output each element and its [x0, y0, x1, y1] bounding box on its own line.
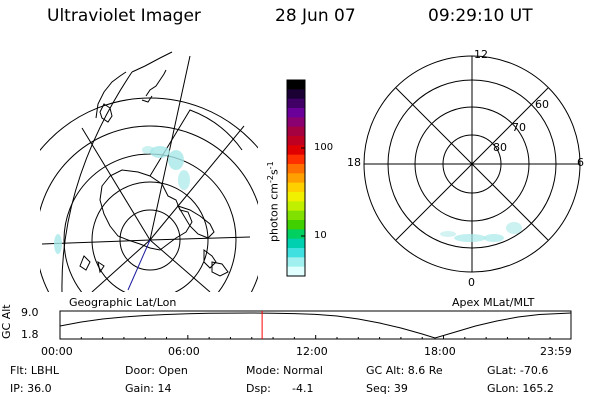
lat-circle: [63, 153, 237, 292]
colorbar-frame: [286, 79, 306, 277]
colorbar-tick-100: 100: [314, 142, 334, 153]
mlt-label-12: 12: [474, 48, 488, 61]
aurora-emission: [54, 146, 190, 254]
coastline: [211, 261, 229, 277]
colorbar-swatch: [287, 154, 305, 165]
lat-circle: [40, 125, 258, 292]
ip-info: IP: 36.0: [10, 382, 52, 395]
coastline: [95, 71, 127, 119]
mlt-label-0: 0: [468, 276, 475, 289]
colorbar-swatch: [287, 210, 305, 221]
colorbar-tick-10: 10: [314, 230, 327, 241]
glat-info: GLat: -70.6: [487, 364, 549, 377]
xtick-2359: 23:59: [540, 345, 572, 358]
coastline: [99, 103, 113, 123]
colorbar-swatch: [287, 108, 305, 118]
colorbar-swatch: [287, 201, 305, 212]
mlat-label-80: 80: [493, 141, 507, 154]
apex-mlt-map: [363, 55, 581, 273]
colorbar-swatch: [287, 182, 305, 193]
gc-alt-axis-label: GC Alt: [0, 304, 13, 339]
colorbar-swatch: [287, 164, 305, 174]
coastline: [145, 69, 167, 97]
xtick-0600: 06:00: [168, 345, 200, 358]
coastline: [141, 95, 153, 103]
colorbar-swatch: [287, 98, 305, 109]
colorbar-swatch: [287, 136, 305, 146]
instrument-title: Ultraviolet Imager: [47, 6, 201, 26]
plot-frame: [59, 310, 572, 340]
lat-circle: [119, 209, 181, 271]
mlt-label-18: 18: [347, 156, 361, 169]
mlt-diagonal: [395, 87, 549, 241]
dsp-value: -4.1: [292, 382, 314, 395]
view-sector: [149, 109, 243, 177]
orbit-trace: [127, 239, 151, 291]
meridian: [149, 239, 211, 292]
dsp-label: Dsp:: [246, 382, 271, 395]
coastline: [97, 260, 105, 274]
ytick-9: 9.0: [21, 306, 39, 319]
altitude-curve: [59, 312, 572, 339]
mlat-label-60: 60: [535, 98, 549, 111]
mode-info: Mode: Normal: [246, 364, 323, 377]
date-label: 28 Jun 07: [275, 6, 356, 26]
mlt-label-6: 6: [577, 156, 584, 169]
colorbar-swatch: [287, 145, 305, 156]
colorbar: [286, 79, 306, 277]
lat-circle: [91, 181, 209, 292]
colorbar-swatch: [287, 257, 305, 268]
coastline: [203, 249, 217, 269]
glon-info: GLon: 165.2: [487, 382, 554, 395]
colorbar-swatch: [287, 117, 305, 128]
coastline: [176, 205, 215, 239]
apex-caption: Apex MLat/MLT: [452, 296, 535, 309]
meridian: [91, 239, 151, 292]
meridian: [149, 125, 245, 241]
coastline: [79, 255, 91, 271]
door-info: Door: Open: [125, 364, 188, 377]
filter-info: Flt: LBHL: [10, 364, 59, 377]
ytick-1.8: 1.8: [21, 328, 39, 341]
xtick-1800: 18:00: [424, 345, 456, 358]
unit-exponent: -2: [266, 175, 275, 184]
time-label: 09:29:10 UT: [428, 6, 533, 26]
altitude-plot: [59, 310, 572, 340]
geographic-caption: Geographic Lat/Lon: [69, 296, 177, 309]
unit-mid: s: [267, 169, 281, 176]
aurora-emission: [440, 222, 522, 242]
meridian: [149, 55, 191, 241]
colorbar-swatch: [287, 173, 305, 184]
colorbar-unit-label: photon cm-2s-1: [266, 161, 281, 242]
colorbar-swatch: [287, 192, 305, 202]
mlat-label-70: 70: [512, 121, 526, 134]
view-boundary: [131, 51, 173, 73]
view-boundary: [61, 71, 133, 292]
colorbar-swatch: [287, 220, 305, 230]
meridian: [81, 127, 151, 241]
colorbar-swatch: [287, 238, 305, 249]
colorbar-swatch: [287, 80, 305, 90]
colorbar-swatch: [287, 229, 305, 240]
gc-alt-info: GC Alt: 8.6 Re: [366, 364, 443, 377]
seq-info: Seq: 39: [366, 382, 408, 395]
lat-circle: [40, 97, 258, 152]
gain-info: Gain: 14: [125, 382, 172, 395]
xtick-0000: 00:00: [41, 345, 73, 358]
geographic-map: [40, 51, 258, 292]
unit-base: photon cm: [267, 183, 281, 242]
colorbar-swatch: [287, 248, 305, 258]
colorbar-swatch: [287, 126, 305, 137]
unit-exponent: -1: [266, 161, 275, 170]
xtick-1200: 12:00: [296, 345, 328, 358]
colorbar-swatch: [287, 266, 305, 277]
meridian: [149, 236, 251, 241]
antarctica-coast: [99, 169, 193, 251]
colorbar-swatch: [287, 89, 305, 100]
